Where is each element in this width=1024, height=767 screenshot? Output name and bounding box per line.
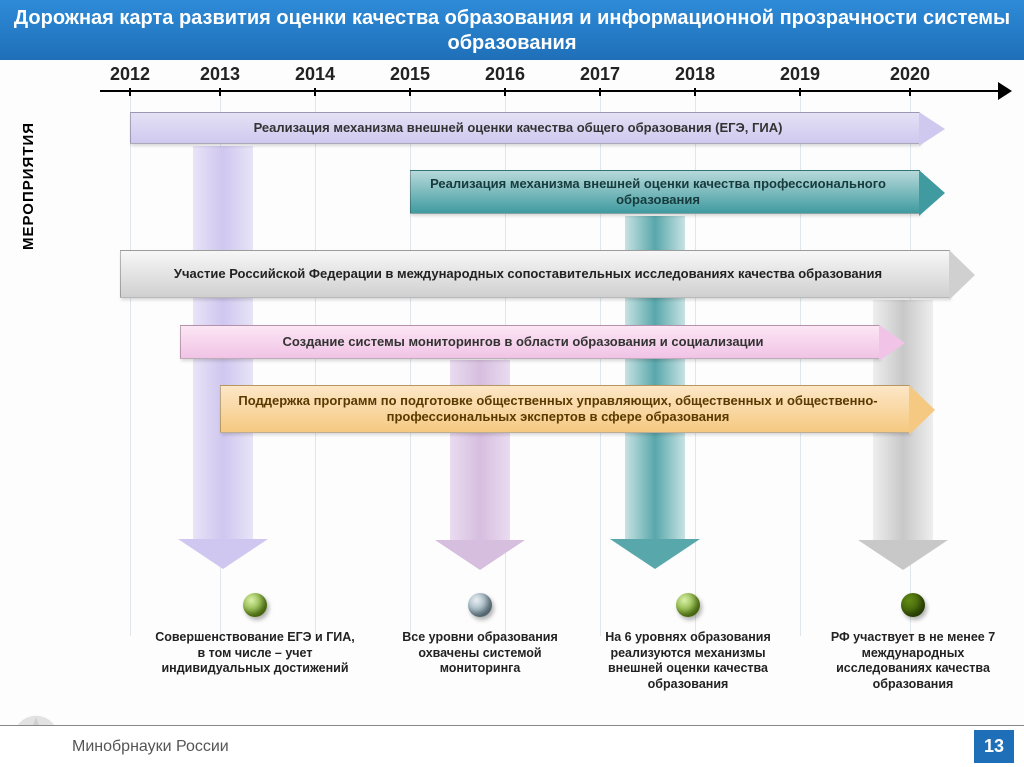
- milestone-text: РФ участвует в не менее 7 международных …: [818, 630, 1008, 693]
- activity-bar: Создание системы мониторингов в области …: [180, 325, 880, 359]
- milestone-dot: [243, 593, 267, 617]
- activity-bar: Реализация механизма внешней оценки каче…: [130, 112, 920, 144]
- activity-label: Создание системы мониторингов в области …: [282, 334, 763, 350]
- timeline-arrowhead: [998, 82, 1012, 100]
- footer-org: Минобрнауки России: [72, 738, 229, 756]
- footer: Минобрнауки России 13: [0, 725, 1024, 767]
- gridline: [315, 96, 316, 636]
- activity-bar: Поддержка программ по подготовке обществ…: [220, 385, 910, 433]
- year-label: 2017: [580, 64, 620, 85]
- roadmap-chart: 2012 2013 2014 2015 2016 2017 2018 2019 2020 Реа…: [80, 60, 1010, 700]
- page-title: Дорожная карта развития оценки качества …: [0, 0, 1024, 60]
- page-number: 13: [974, 730, 1014, 763]
- milestone-dot: [676, 593, 700, 617]
- axis-tick: [694, 88, 696, 96]
- milestone-dot: [468, 593, 492, 617]
- year-label: 2016: [485, 64, 525, 85]
- axis-tick: [314, 88, 316, 96]
- year-label: 2015: [390, 64, 430, 85]
- activity-label: Участие Российской Федерации в междунаро…: [174, 266, 882, 282]
- axis-tick: [909, 88, 911, 96]
- axis-tick: [409, 88, 411, 96]
- axis-tick: [504, 88, 506, 96]
- year-label: 2014: [295, 64, 335, 85]
- axis-tick: [799, 88, 801, 96]
- milestone-text: На 6 уровнях образования реализуются мех…: [583, 630, 793, 693]
- activity-label: Реализация механизма внешней оценки каче…: [254, 120, 783, 136]
- axis-tick: [599, 88, 601, 96]
- milestone-dot: [901, 593, 925, 617]
- gridline: [130, 96, 131, 636]
- activity-bar: Участие Российской Федерации в междунаро…: [120, 250, 950, 298]
- axis-tick: [219, 88, 221, 96]
- axis-tick: [129, 88, 131, 96]
- side-label: МЕРОПРИЯТИЯ: [20, 122, 37, 250]
- year-label: 2019: [780, 64, 820, 85]
- year-label: 2020: [890, 64, 930, 85]
- year-label: 2012: [110, 64, 150, 85]
- milestone-text: Все уровни образования охвачены системой…: [383, 630, 578, 677]
- activity-label: Реализация механизма внешней оценки каче…: [421, 176, 895, 207]
- activity-bar: Реализация механизма внешней оценки каче…: [410, 170, 920, 214]
- year-label: 2018: [675, 64, 715, 85]
- activity-label: Поддержка программ по подготовке обществ…: [231, 393, 885, 424]
- milestone-text: Совершенствование ЕГЭ и ГИА, в том числе…: [153, 630, 358, 677]
- timeline-axis: [100, 90, 1010, 92]
- year-label: 2013: [200, 64, 240, 85]
